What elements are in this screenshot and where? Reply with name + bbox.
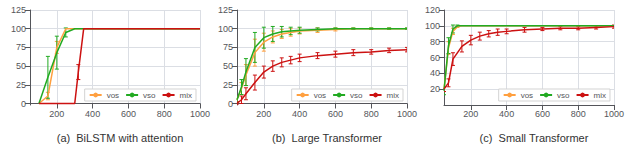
svg-text:0: 0: [21, 99, 26, 109]
svg-text:1000: 1000: [604, 109, 624, 119]
svg-text:400: 400: [292, 109, 307, 119]
svg-text:mix: mix: [180, 91, 192, 100]
svg-text:600: 600: [328, 109, 343, 119]
svg-text:25: 25: [16, 80, 26, 90]
svg-text:200: 200: [463, 109, 478, 119]
svg-text:400: 400: [499, 109, 514, 119]
svg-text:vso: vso: [143, 91, 156, 100]
svg-text:vos: vos: [521, 91, 533, 100]
svg-text:60: 60: [430, 53, 440, 63]
svg-text:1000: 1000: [397, 109, 417, 119]
svg-text:75: 75: [223, 42, 233, 52]
svg-text:20: 20: [430, 84, 440, 94]
svg-text:200: 200: [49, 109, 64, 119]
svg-text:80: 80: [430, 37, 440, 47]
svg-text:vso: vso: [350, 91, 363, 100]
svg-text:125: 125: [218, 5, 233, 15]
svg-text:800: 800: [571, 109, 586, 119]
svg-text:600: 600: [535, 109, 550, 119]
svg-text:600: 600: [121, 109, 136, 119]
svg-text:120: 120: [425, 5, 440, 15]
svg-text:50: 50: [16, 61, 26, 71]
svg-text:800: 800: [157, 109, 172, 119]
svg-text:400: 400: [85, 109, 100, 119]
svg-text:200: 200: [256, 109, 271, 119]
svg-text:0: 0: [228, 99, 233, 109]
svg-text:75: 75: [16, 42, 26, 52]
svg-text:50: 50: [223, 61, 233, 71]
svg-text:25: 25: [223, 80, 233, 90]
svg-text:mix: mix: [594, 91, 606, 100]
svg-text:(b) Large Transformer: (b) Large Transformer: [272, 132, 382, 144]
svg-text:(a) BiLSTM with attention: (a) BiLSTM with attention: [57, 132, 184, 144]
svg-text:1000: 1000: [190, 109, 210, 119]
svg-text:100: 100: [425, 21, 440, 31]
svg-text:100: 100: [218, 24, 233, 34]
svg-text:vso: vso: [557, 91, 570, 100]
svg-text:vos: vos: [314, 91, 326, 100]
svg-text:mix: mix: [387, 91, 399, 100]
svg-text:40: 40: [430, 68, 440, 78]
svg-text:100: 100: [11, 24, 26, 34]
svg-text:(c) Small Transformer: (c) Small Transformer: [480, 132, 589, 144]
svg-text:800: 800: [364, 109, 379, 119]
svg-text:125: 125: [11, 5, 26, 15]
svg-text:vos: vos: [107, 91, 119, 100]
